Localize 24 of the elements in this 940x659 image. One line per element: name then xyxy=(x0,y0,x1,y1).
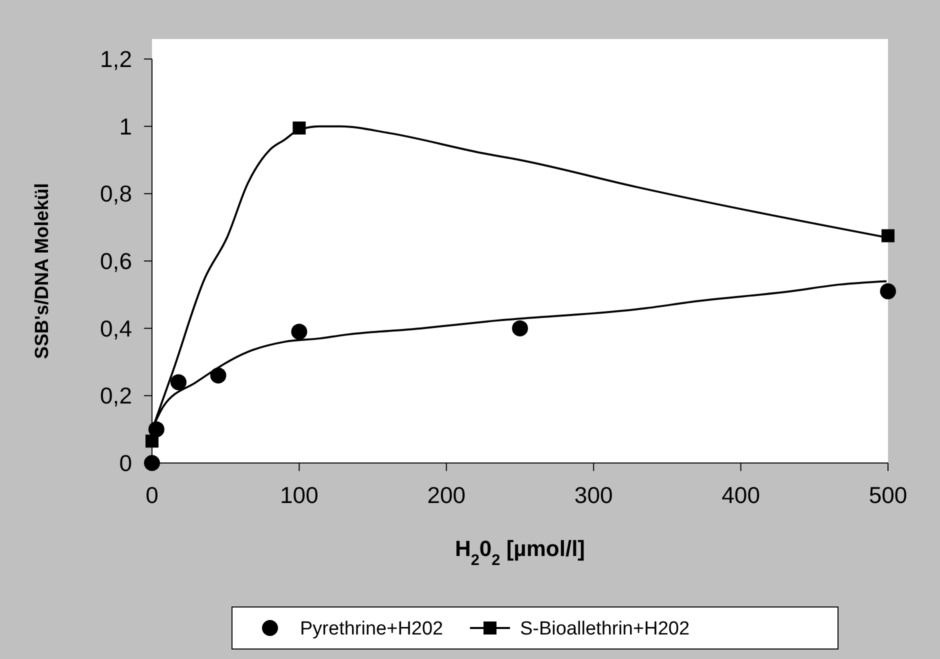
y-tick-label: 0,8 xyxy=(100,180,132,207)
x-axis-title: H$_{2}$0$_{2}$ [µmol/l] xyxy=(454,536,586,568)
legend-label: Pyrethrine+H202 xyxy=(300,618,444,640)
y-tick-label: 1,2 xyxy=(100,46,132,72)
point xyxy=(170,374,186,390)
y-tick-label: 1 xyxy=(119,113,132,140)
y-axis-title: SSB's/DNA Molekül xyxy=(32,183,53,359)
y-tick-label: 0 xyxy=(119,450,132,476)
point xyxy=(882,229,894,242)
x-tick-label: 100 xyxy=(280,482,318,508)
y-tick-label: 0,4 xyxy=(100,315,132,342)
point xyxy=(291,324,308,340)
x-tick-label: 500 xyxy=(868,482,908,508)
point xyxy=(210,367,226,384)
y-tick-label: 0,2 xyxy=(100,382,132,409)
x-tick-label: 200 xyxy=(427,482,466,508)
x-tick-label: 300 xyxy=(574,482,613,508)
point xyxy=(512,320,528,336)
point xyxy=(146,434,158,448)
x-tick-label: 0 xyxy=(146,482,158,508)
point xyxy=(880,283,896,300)
x-tick-label: 400 xyxy=(722,482,760,508)
legend-label: S-Bioallethrin+H202 xyxy=(520,618,690,640)
y-tick-label: 0,6 xyxy=(100,248,132,274)
